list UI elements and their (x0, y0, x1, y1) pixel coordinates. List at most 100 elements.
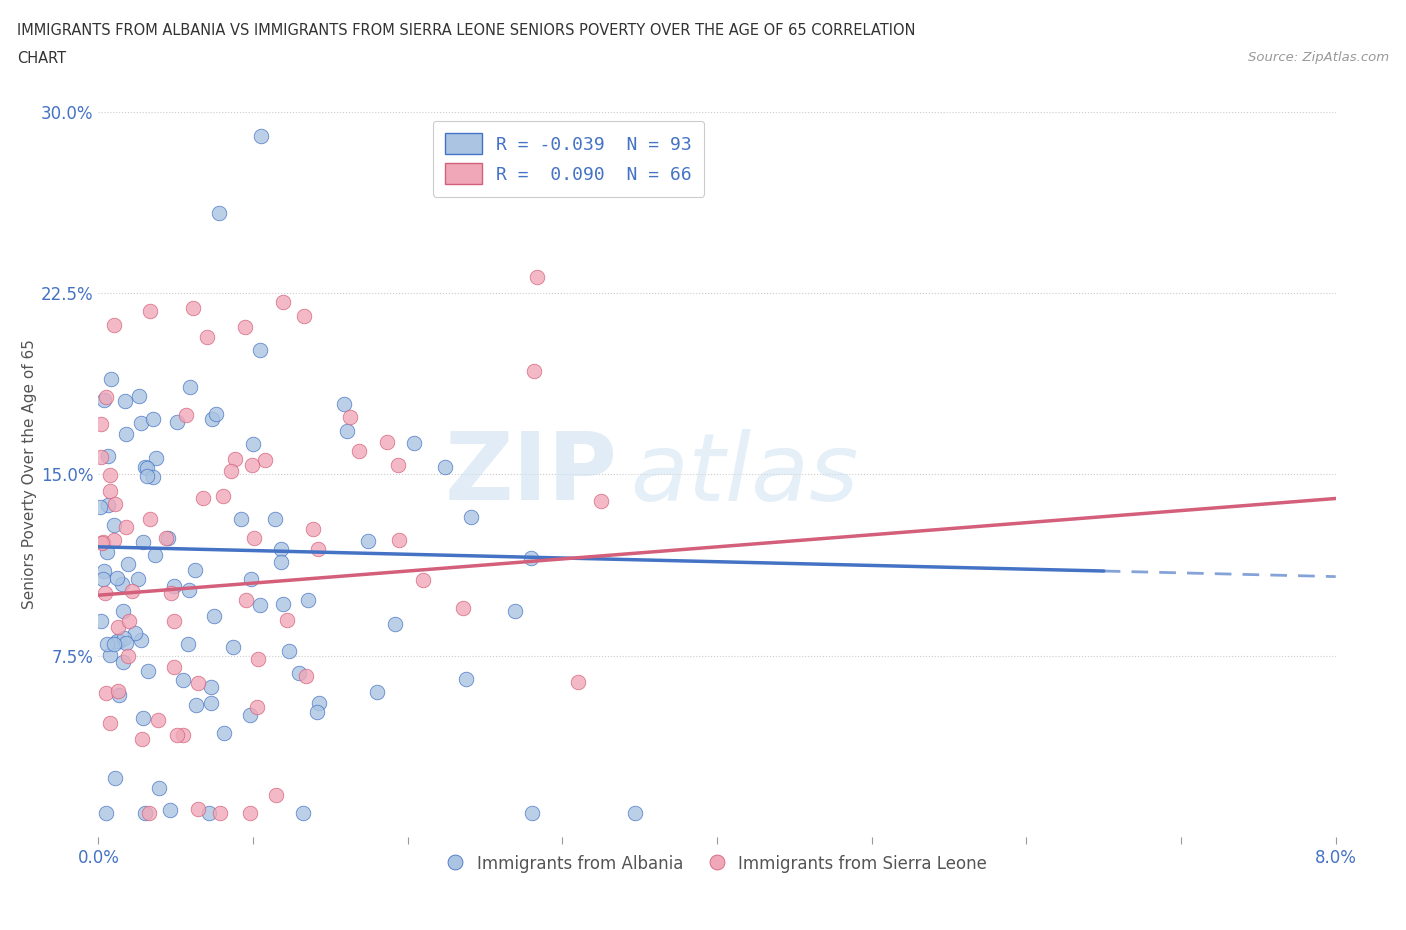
Point (93, 564, 115, 578)
Point (157, 531, 180, 546)
Point (195, 329, 218, 344)
Point (519, 551, 541, 565)
Point (108, 688, 131, 703)
Point (166, 727, 188, 742)
Point (249, 342, 271, 357)
Point (110, 577, 132, 591)
Point (271, 596, 294, 611)
Point (131, 731, 153, 746)
Point (166, 414, 188, 429)
Point (434, 459, 457, 474)
Point (138, 304, 160, 319)
Point (177, 637, 200, 652)
Point (357, 534, 380, 549)
Point (91, 536, 114, 551)
Point (98, 647, 121, 662)
Point (402, 435, 425, 450)
Point (198, 805, 221, 820)
Legend: Immigrants from Albania, Immigrants from Sierra Leone: Immigrants from Albania, Immigrants from… (440, 848, 994, 880)
Point (451, 601, 474, 616)
Point (387, 458, 409, 472)
Point (103, 636, 125, 651)
Point (208, 205, 231, 219)
Point (105, 633, 128, 648)
Point (520, 805, 543, 820)
Point (270, 541, 292, 556)
Point (202, 608, 225, 623)
Point (103, 770, 125, 785)
Point (243, 530, 266, 545)
Point (124, 626, 146, 641)
Point (302, 522, 325, 537)
Point (94, 585, 117, 600)
Point (187, 802, 209, 817)
Point (108, 633, 131, 648)
Point (184, 563, 207, 578)
Point (114, 635, 136, 650)
Point (179, 379, 201, 394)
Point (270, 554, 292, 569)
Point (505, 604, 527, 618)
Point (98, 467, 121, 482)
Point (134, 805, 156, 820)
Point (264, 787, 287, 802)
Point (132, 711, 155, 725)
Point (163, 614, 186, 629)
Point (366, 684, 388, 699)
Point (292, 309, 315, 324)
Point (201, 412, 224, 427)
Point (526, 270, 548, 285)
Point (388, 532, 411, 547)
Point (129, 416, 152, 431)
Point (219, 464, 242, 479)
Point (224, 451, 246, 466)
Point (240, 458, 263, 472)
Point (294, 668, 316, 683)
Point (181, 300, 204, 315)
Text: CHART: CHART (17, 51, 66, 66)
Point (117, 614, 139, 629)
Point (103, 318, 125, 333)
Point (336, 423, 359, 438)
Point (115, 519, 138, 534)
Point (117, 556, 139, 571)
Point (239, 708, 262, 723)
Point (288, 666, 311, 681)
Point (148, 780, 170, 795)
Point (155, 530, 177, 545)
Point (90, 614, 112, 629)
Text: IMMIGRANTS FROM ALBANIA VS IMMIGRANTS FROM SIERRA LEONE SENIORS POVERTY OVER THE: IMMIGRANTS FROM ALBANIA VS IMMIGRANTS FR… (17, 23, 915, 38)
Point (100, 371, 122, 386)
Point (305, 705, 328, 720)
Point (291, 805, 314, 820)
Point (114, 393, 136, 408)
Point (191, 491, 214, 506)
Point (163, 660, 186, 675)
Point (136, 469, 159, 484)
Point (97, 498, 120, 512)
Point (143, 548, 166, 563)
Point (96, 637, 118, 652)
Point (347, 444, 370, 458)
Point (235, 592, 257, 607)
Point (276, 613, 298, 628)
Point (589, 493, 612, 508)
Point (249, 598, 271, 613)
Point (138, 805, 160, 820)
Point (523, 363, 546, 378)
Point (253, 453, 276, 468)
Point (115, 426, 138, 441)
Point (138, 512, 160, 526)
Point (277, 644, 299, 658)
Point (172, 672, 194, 687)
Point (412, 572, 434, 587)
Text: Source: ZipAtlas.com: Source: ZipAtlas.com (1249, 51, 1389, 64)
Point (222, 640, 245, 655)
Point (623, 805, 645, 820)
Point (96, 544, 118, 559)
Point (94, 805, 117, 820)
Point (90, 417, 112, 432)
Point (339, 409, 361, 424)
Point (98, 716, 121, 731)
Point (142, 411, 165, 426)
